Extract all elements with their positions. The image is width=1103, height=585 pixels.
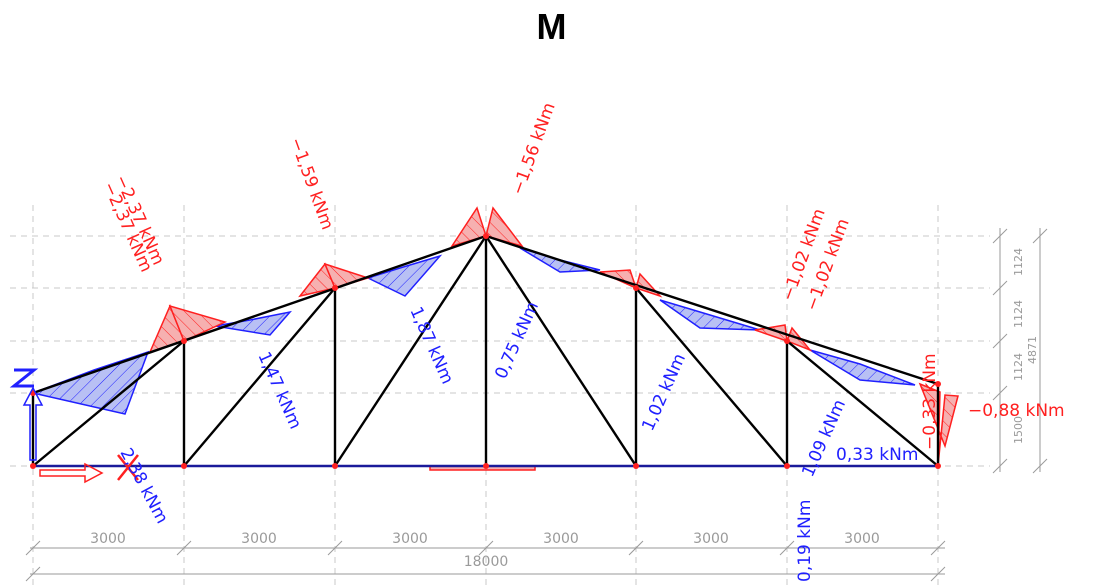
top-chord-left <box>32 234 487 395</box>
height-dimension: 1124 <box>1012 353 1025 381</box>
top-chord-right <box>485 234 939 386</box>
moment-label: 0,33 kNm <box>836 445 918 465</box>
moment-label: 1,02 kNm <box>638 351 690 434</box>
diagonal-member <box>333 235 488 467</box>
dimension-lines <box>25 228 1048 582</box>
dimension-tick <box>930 540 946 556</box>
dimension-tick <box>992 458 1008 474</box>
dimension-tick <box>930 566 946 582</box>
moment-label: 0,75 kNm <box>491 299 543 382</box>
dimension-tick <box>1032 228 1048 244</box>
diagonal-member <box>183 287 336 467</box>
moment-label: −0,88 kNm <box>968 401 1065 421</box>
span-dimension: 3000 <box>90 531 126 547</box>
diagonal-member <box>484 235 638 467</box>
moment-label: −1,56 kNm <box>508 100 560 198</box>
node <box>181 463 187 469</box>
coordinate-axes-icon <box>9 368 139 484</box>
dimension-tick <box>25 566 41 582</box>
node <box>935 381 941 387</box>
dimension-tick <box>25 540 41 556</box>
height-dimension: 1124 <box>1012 248 1025 276</box>
dimension-tick <box>992 385 1008 401</box>
node <box>332 285 338 291</box>
diagonal-member <box>786 340 939 467</box>
total-span-dimension: 18000 <box>464 554 509 570</box>
moment-label: −1,59 kNm <box>285 135 337 233</box>
positive-moment-area <box>30 350 150 415</box>
moment-label: −0,33 kNm <box>920 353 940 450</box>
span-dimension: 3000 <box>241 531 277 547</box>
dimension-tick <box>628 540 644 556</box>
node <box>935 463 941 469</box>
moment-label: 2,38 kNm <box>116 445 172 527</box>
diagram-title: M <box>536 6 567 47</box>
dimension-tick <box>992 333 1008 349</box>
positive-moment-area <box>365 254 443 297</box>
span-dimension: 3000 <box>543 531 579 547</box>
truss-nodes <box>30 233 941 469</box>
negative-moment-area <box>168 304 228 343</box>
moment-label: 0,19 kNm <box>795 500 815 582</box>
node <box>332 463 338 469</box>
dimension-tick <box>779 540 795 556</box>
negative-moment-area <box>450 206 487 248</box>
node <box>181 338 187 344</box>
span-dimension: 3000 <box>392 531 428 547</box>
height-dimension: 1124 <box>1012 300 1025 328</box>
positive-moment-area <box>214 310 293 336</box>
diagonal-member <box>635 287 788 467</box>
dimension-tick <box>1032 458 1048 474</box>
diagonal-member <box>32 340 185 467</box>
node <box>483 233 489 239</box>
node <box>784 338 790 344</box>
node <box>483 463 489 469</box>
positive-moment-area <box>659 299 761 331</box>
span-dimension: 3000 <box>844 531 880 547</box>
negative-moment-area <box>485 206 524 248</box>
dimension-tick <box>992 280 1008 296</box>
positive-moment-area <box>809 349 916 386</box>
total-height-dimension: 4871 <box>1026 336 1039 364</box>
moment-label: 1,47 kNm <box>253 349 305 432</box>
node <box>30 463 36 469</box>
node <box>784 463 790 469</box>
dimension-tick <box>176 540 192 556</box>
moment-label: 1,09 kNm <box>798 397 850 480</box>
node <box>633 463 639 469</box>
height-dimension: 1500 <box>1012 416 1025 444</box>
node <box>633 285 639 291</box>
dimension-tick <box>327 540 343 556</box>
span-dimension: 3000 <box>693 531 729 547</box>
dimension-tick <box>478 540 494 556</box>
dimension-tick <box>992 228 1008 244</box>
